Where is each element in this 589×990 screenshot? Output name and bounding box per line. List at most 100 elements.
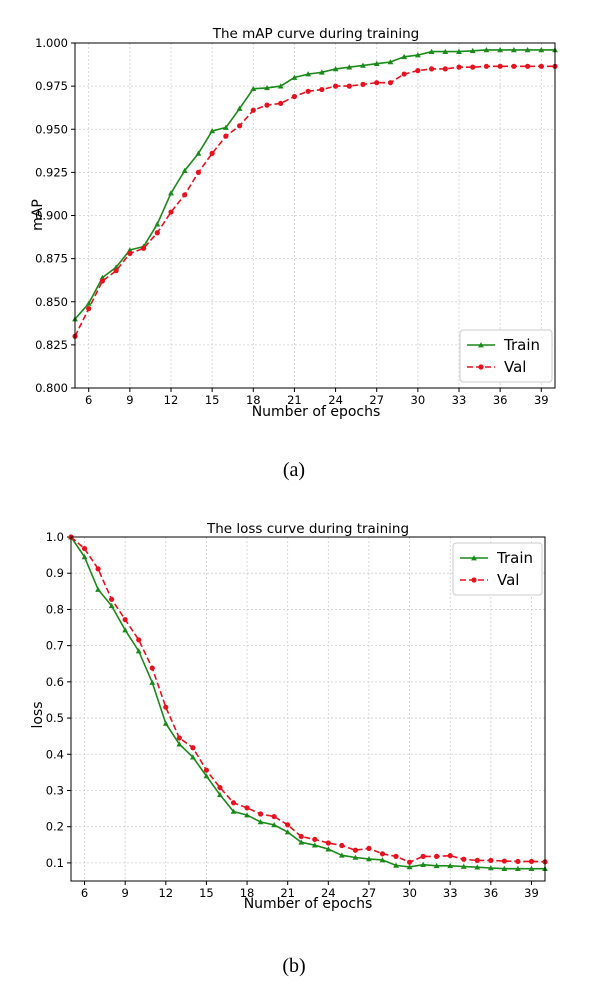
data-point — [209, 150, 215, 156]
x-tick-label: 12 — [164, 393, 179, 407]
data-point — [420, 853, 426, 859]
x-tick-label: 30 — [402, 886, 417, 900]
data-point — [511, 63, 517, 69]
y-tick-label: 0.7 — [46, 639, 64, 653]
data-point — [497, 63, 503, 69]
data-point — [122, 627, 129, 633]
data-point — [85, 300, 92, 306]
data-point — [366, 845, 372, 852]
data-point — [298, 833, 304, 840]
x-tick-label: 18 — [240, 886, 255, 900]
data-point — [195, 150, 202, 156]
data-point — [222, 124, 229, 130]
chart-title: The loss curve during training — [206, 521, 409, 537]
y-tick-label: 0.9 — [46, 566, 64, 580]
data-point — [250, 85, 257, 92]
data-point — [236, 105, 243, 111]
data-point — [319, 86, 325, 93]
x-tick-label: 6 — [81, 886, 88, 900]
x-tick-label: 18 — [246, 393, 261, 407]
data-point — [140, 245, 147, 251]
y-tick-label: 0.4 — [46, 747, 64, 761]
data-point — [244, 812, 250, 818]
data-point — [149, 679, 156, 685]
data-point — [109, 596, 115, 602]
y-tick-label: 0.975 — [35, 79, 68, 93]
x-tick-label: 33 — [452, 393, 467, 407]
y-tick-label: 0.800 — [35, 381, 68, 395]
data-point — [176, 741, 183, 747]
data-point — [374, 80, 380, 86]
data-point — [203, 767, 210, 773]
data-point — [278, 100, 284, 106]
data-point — [474, 857, 480, 863]
data-point — [434, 853, 440, 859]
data-point — [291, 93, 298, 100]
data-point — [264, 102, 270, 108]
x-tick-label: 21 — [280, 886, 295, 900]
y-tick-label: 1.0 — [46, 530, 64, 544]
data-point — [373, 60, 380, 67]
x-tick-label: 36 — [493, 393, 508, 407]
data-point — [311, 842, 318, 848]
y-tick-label: 1.000 — [35, 36, 68, 50]
data-point — [305, 88, 311, 94]
data-point — [312, 836, 318, 842]
data-point — [456, 48, 462, 54]
y-tick-label: 0.6 — [46, 675, 64, 689]
data-point — [352, 854, 359, 860]
data-point — [428, 66, 435, 72]
data-point — [420, 861, 427, 868]
data-point — [99, 274, 106, 280]
x-tick-label: 39 — [534, 393, 549, 407]
data-point — [393, 862, 399, 868]
data-point — [217, 791, 223, 798]
data-point — [387, 59, 394, 65]
data-point — [460, 863, 467, 869]
series-line — [74, 49, 555, 320]
data-point — [346, 64, 353, 70]
data-point — [456, 64, 462, 70]
data-point — [501, 858, 507, 864]
legend: Train Val — [459, 329, 553, 383]
data-point — [433, 862, 440, 869]
x-tick-label: 36 — [484, 886, 499, 900]
data-point — [99, 278, 106, 284]
y-tick-label: 0.850 — [35, 295, 68, 309]
series-line — [70, 536, 545, 870]
x-tick-label: 21 — [287, 393, 302, 407]
data-point — [257, 819, 264, 825]
y-tick-label: 0.1 — [46, 856, 64, 870]
map-chart: The mAP curve during training Number of … — [30, 26, 558, 481]
data-point — [442, 66, 448, 72]
data-point — [149, 665, 155, 671]
legend-marker — [471, 555, 477, 561]
data-point — [81, 545, 88, 552]
data-point — [81, 554, 88, 560]
legend-label: Val — [504, 358, 526, 376]
y-axis-label: loss — [30, 701, 46, 728]
series-val — [72, 63, 558, 339]
x-tick-label: 27 — [369, 393, 384, 407]
data-point — [346, 83, 352, 89]
x-tick-label: 15 — [205, 393, 220, 407]
x-axis-label: Number of epochs — [252, 404, 381, 420]
data-point — [488, 857, 494, 863]
plot-frame — [70, 536, 546, 882]
x-tick-label: 33 — [443, 886, 458, 900]
data-point — [190, 745, 196, 751]
data-point — [415, 68, 421, 74]
x-tick-label: 9 — [126, 393, 133, 407]
data-point — [497, 47, 504, 53]
grid — [71, 536, 545, 881]
data-point — [470, 64, 476, 70]
data-point — [515, 865, 521, 872]
x-tick-label: 6 — [85, 393, 92, 407]
data-point — [86, 306, 92, 312]
data-point — [339, 842, 345, 849]
data-point — [538, 63, 544, 69]
data-point — [203, 773, 210, 779]
data-point — [264, 84, 270, 91]
chart-title: The mAP curve during training — [212, 26, 419, 42]
plot-frame — [74, 42, 556, 389]
